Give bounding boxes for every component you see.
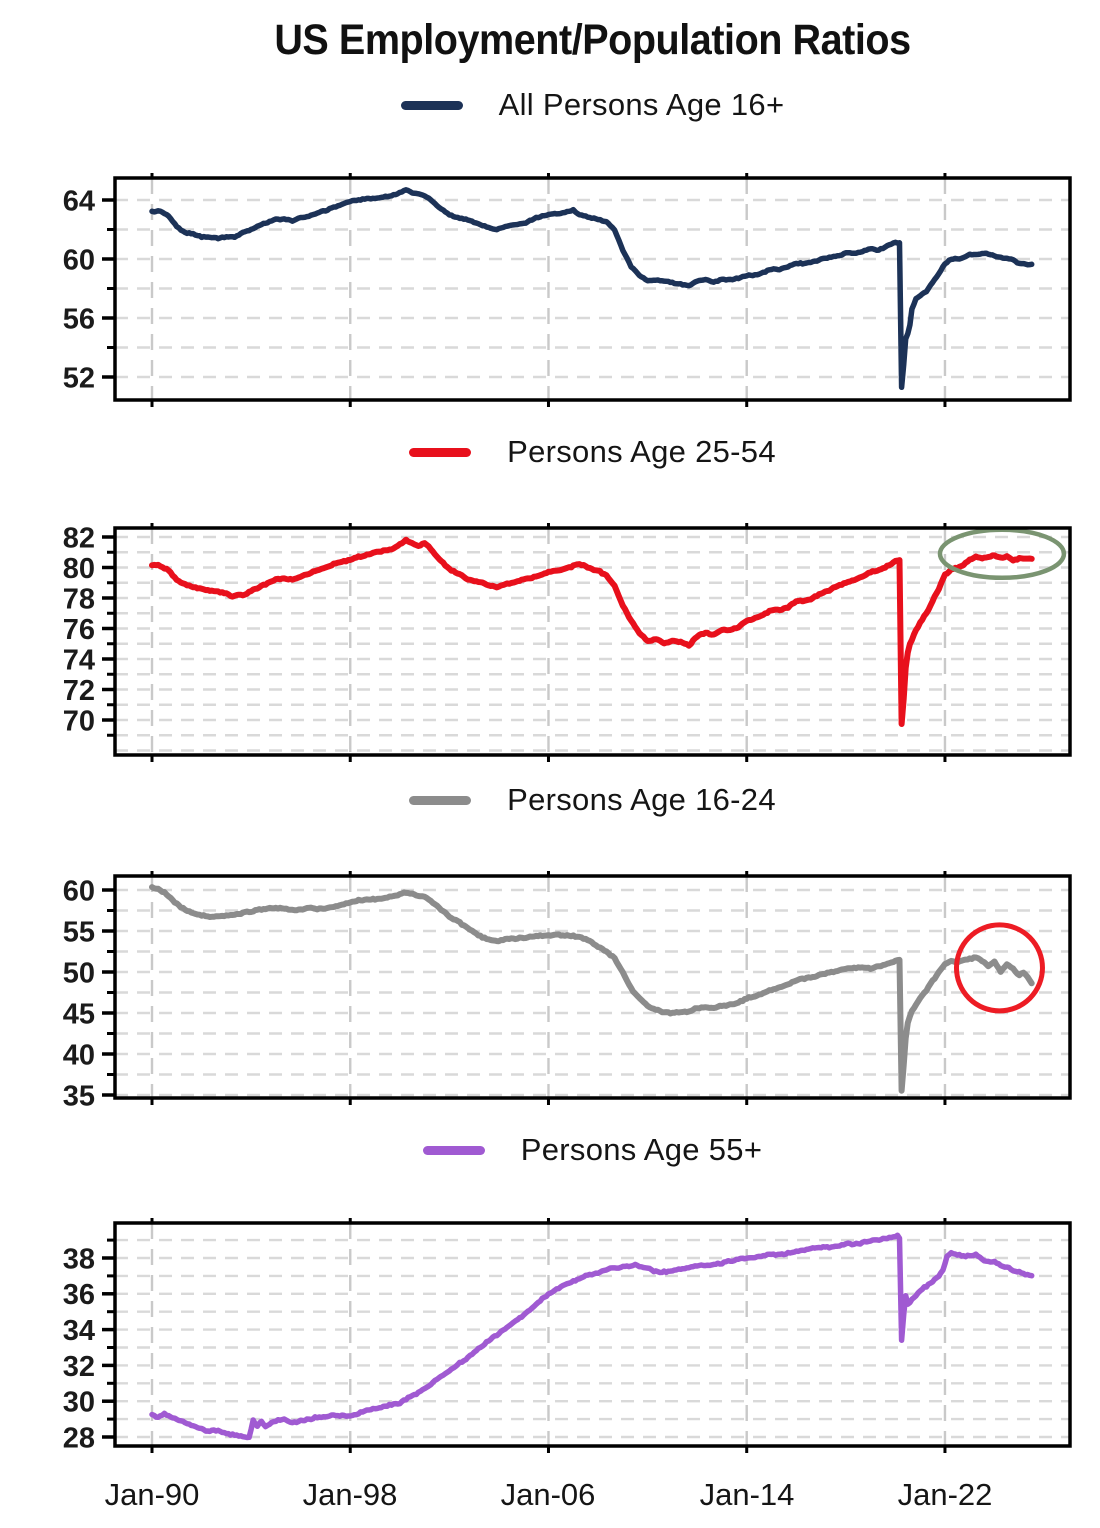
svg-text:74: 74 xyxy=(63,644,95,676)
legend-label-all-16plus: All Persons Age 16+ xyxy=(498,87,785,122)
svg-text:55: 55 xyxy=(63,916,95,948)
svg-text:80: 80 xyxy=(63,553,95,585)
svg-text:70: 70 xyxy=(63,705,95,737)
x-tick-label-jan-90: Jan-90 xyxy=(104,1477,200,1512)
chart-1: 52 56 60 64 xyxy=(63,173,1072,407)
svg-text:60: 60 xyxy=(63,875,95,907)
chart-3-border xyxy=(113,874,1072,1100)
svg-text:28: 28 xyxy=(63,1422,95,1454)
svg-text:72: 72 xyxy=(63,675,95,707)
red-circle-annotation xyxy=(953,922,1045,1014)
x-tick-label-jan-14: Jan-14 xyxy=(699,1477,795,1512)
chart-2-series-line xyxy=(149,536,1035,727)
chart-2-x-ticks xyxy=(150,523,947,762)
chart-3: 35 40 45 50 55 60 xyxy=(63,871,1072,1112)
svg-text:45: 45 xyxy=(63,998,95,1030)
legend-label-16-24: Persons Age 16-24 xyxy=(507,782,776,817)
x-tick-label-jan-22: Jan-22 xyxy=(897,1477,993,1512)
chart-3-series-line xyxy=(149,884,1035,1094)
legend-swatch-16-24-line xyxy=(409,795,472,805)
svg-text:60: 60 xyxy=(63,244,95,276)
svg-text:82: 82 xyxy=(63,522,95,554)
svg-text:34: 34 xyxy=(63,1315,95,1347)
legend-16-24: Persons Age 16-24 xyxy=(115,779,1070,821)
chart-4-x-ticks xyxy=(150,1218,947,1453)
svg-text:64: 64 xyxy=(63,185,95,217)
svg-text:35: 35 xyxy=(63,1080,95,1112)
legend-55plus: Persons Age 55+ xyxy=(115,1129,1070,1171)
chart-1-y-ticks: 52 56 60 64 xyxy=(63,185,115,394)
legend-label-25-54: Persons Age 25-54 xyxy=(507,434,776,469)
svg-text:40: 40 xyxy=(63,1039,95,1071)
svg-text:32: 32 xyxy=(63,1351,95,1383)
chart-3-x-ticks xyxy=(150,871,947,1105)
green-ellipse-annotation xyxy=(937,527,1067,581)
legend-label-55plus: Persons Age 55+ xyxy=(520,1132,763,1167)
svg-text:76: 76 xyxy=(63,614,95,646)
svg-text:52: 52 xyxy=(63,362,95,394)
svg-text:56: 56 xyxy=(63,303,95,335)
svg-text:38: 38 xyxy=(63,1243,95,1275)
chart-4-gridlines-horizontal xyxy=(115,1238,1070,1439)
chart-4-series-line xyxy=(149,1232,1035,1441)
svg-text:36: 36 xyxy=(63,1279,95,1311)
x-tick-label-jan-98: Jan-98 xyxy=(302,1477,398,1512)
page-title: US Employment/Population Ratios xyxy=(274,16,911,64)
x-tick-label-jan-06: Jan-06 xyxy=(500,1477,596,1512)
svg-text:30: 30 xyxy=(63,1387,95,1419)
legend-swatch-55plus-line xyxy=(422,1145,485,1155)
chart-4-gridlines-vertical xyxy=(150,1223,947,1446)
chart-1-x-ticks xyxy=(150,173,947,407)
legend-all-16plus: All Persons Age 16+ xyxy=(115,84,1070,126)
chart-3-gridlines-vertical xyxy=(150,876,947,1098)
svg-text:50: 50 xyxy=(63,957,95,989)
chart-1-series-line xyxy=(149,187,1035,391)
chart-4-border xyxy=(113,1221,1072,1448)
svg-text:78: 78 xyxy=(63,583,95,615)
legend-swatch-all-16plus-line xyxy=(400,100,463,110)
chart-2-border xyxy=(113,526,1072,757)
legend-swatch-25-54-line xyxy=(409,447,472,457)
legend-25-54: Persons Age 25-54 xyxy=(115,431,1070,473)
chart-3-y-ticks: 35 40 45 50 55 60 xyxy=(63,875,115,1112)
